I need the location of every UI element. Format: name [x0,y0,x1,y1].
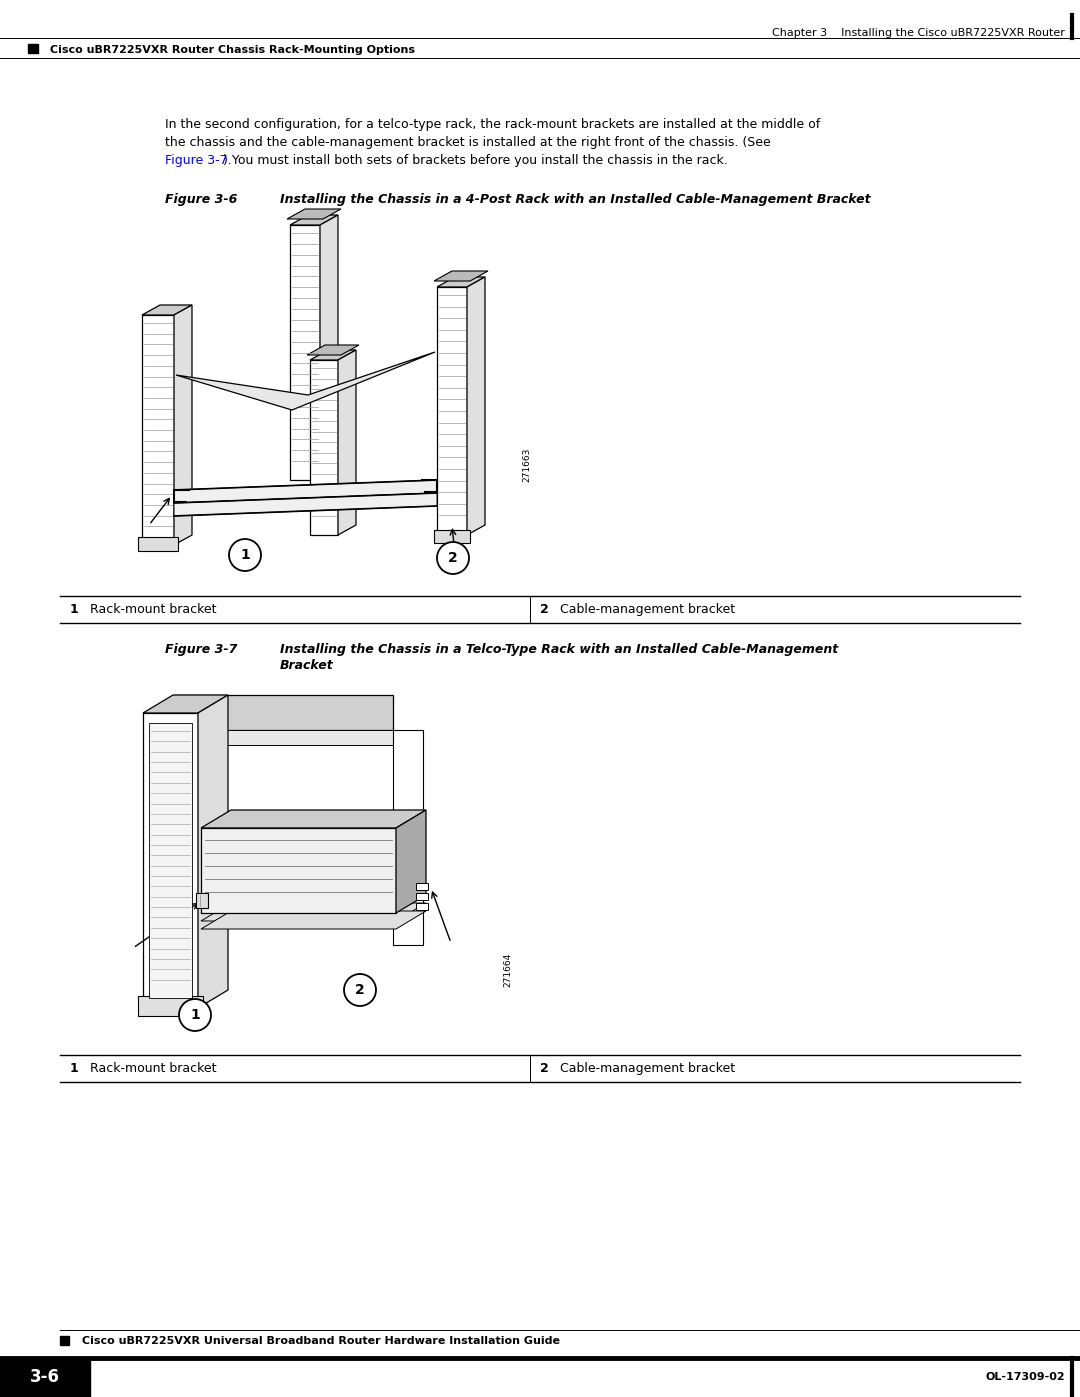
Text: 2: 2 [448,550,458,564]
Bar [0,1358,90,1397]
Text: 1: 1 [190,1009,200,1023]
Bar [138,996,203,1016]
Polygon shape [437,277,485,286]
Polygon shape [201,895,426,914]
Text: 271664: 271664 [503,953,513,988]
Polygon shape [201,911,426,929]
Text: Cable-management bracket: Cable-management bracket [561,1062,735,1076]
Bar [143,712,198,1009]
Polygon shape [138,536,178,550]
Text: 2: 2 [355,983,365,997]
Polygon shape [174,305,192,545]
Text: 1: 1 [70,604,79,616]
Text: Cisco uBR7225VXR Router Chassis Rack-Mounting Options: Cisco uBR7225VXR Router Chassis Rack-Mou… [50,45,415,54]
Circle shape [229,539,261,571]
Text: 2: 2 [540,604,549,616]
Text: OL-17309-02: OL-17309-02 [985,1372,1065,1383]
Polygon shape [141,305,192,314]
Text: 2: 2 [540,1062,549,1076]
Polygon shape [201,810,426,828]
Text: 3-6: 3-6 [30,1369,60,1386]
Polygon shape [174,493,437,515]
Polygon shape [320,215,338,481]
Text: Installing the Chassis in a 4-Post Rack with an Installed Cable-Management Brack: Installing the Chassis in a 4-Post Rack … [280,193,870,205]
Text: the chassis and the cable-management bracket is installed at the right front of : the chassis and the cable-management bra… [165,136,771,149]
Polygon shape [174,481,437,503]
Text: Cisco uBR7225VXR Universal Broadband Router Hardware Installation Guide: Cisco uBR7225VXR Universal Broadband Rou… [82,1336,561,1345]
Circle shape [345,974,376,1006]
Polygon shape [307,345,359,355]
Polygon shape [287,210,341,219]
Text: Bracket: Bracket [280,659,334,672]
Text: Figure 3-7.: Figure 3-7. [165,154,231,168]
Polygon shape [176,352,435,409]
Bar [416,902,428,909]
Text: Rack-mount bracket: Rack-mount bracket [90,1062,216,1076]
Polygon shape [434,529,470,543]
Polygon shape [310,360,338,535]
Bar [149,724,192,997]
Text: In the second configuration, for a telco-type rack, the rack-mount brackets are : In the second configuration, for a telco… [165,117,820,131]
Polygon shape [467,277,485,535]
Circle shape [437,542,469,574]
Bar [416,883,428,890]
Polygon shape [141,314,174,545]
Bar [416,893,428,900]
Polygon shape [291,225,320,481]
Circle shape [179,999,211,1031]
Text: 1: 1 [240,548,249,562]
Bar [195,893,208,908]
Text: Cable-management bracket: Cable-management bracket [561,604,735,616]
Text: 271663: 271663 [523,448,531,482]
Polygon shape [173,694,393,731]
Bar [60,1336,69,1345]
Text: ) You must install both sets of brackets before you install the chassis in the r: ) You must install both sets of brackets… [222,154,728,168]
Text: Rack-mount bracket: Rack-mount bracket [90,604,216,616]
Text: Figure 3-7: Figure 3-7 [165,643,238,657]
Polygon shape [310,351,356,360]
Polygon shape [198,694,228,1009]
Bar [28,43,38,53]
Polygon shape [143,694,228,712]
Polygon shape [338,351,356,535]
Text: 1: 1 [70,1062,79,1076]
Bar [393,731,423,944]
Polygon shape [291,215,338,225]
Polygon shape [396,810,426,914]
Text: Figure 3-6: Figure 3-6 [165,193,238,205]
Polygon shape [434,271,488,281]
Polygon shape [173,731,393,745]
Polygon shape [201,902,426,921]
Bar [201,828,396,914]
Text: Chapter 3    Installing the Cisco uBR7225VXR Router: Chapter 3 Installing the Cisco uBR7225VX… [772,28,1065,38]
Text: Installing the Chassis in a Telco-Type Rack with an Installed Cable-Management: Installing the Chassis in a Telco-Type R… [280,643,838,657]
Polygon shape [437,286,467,535]
